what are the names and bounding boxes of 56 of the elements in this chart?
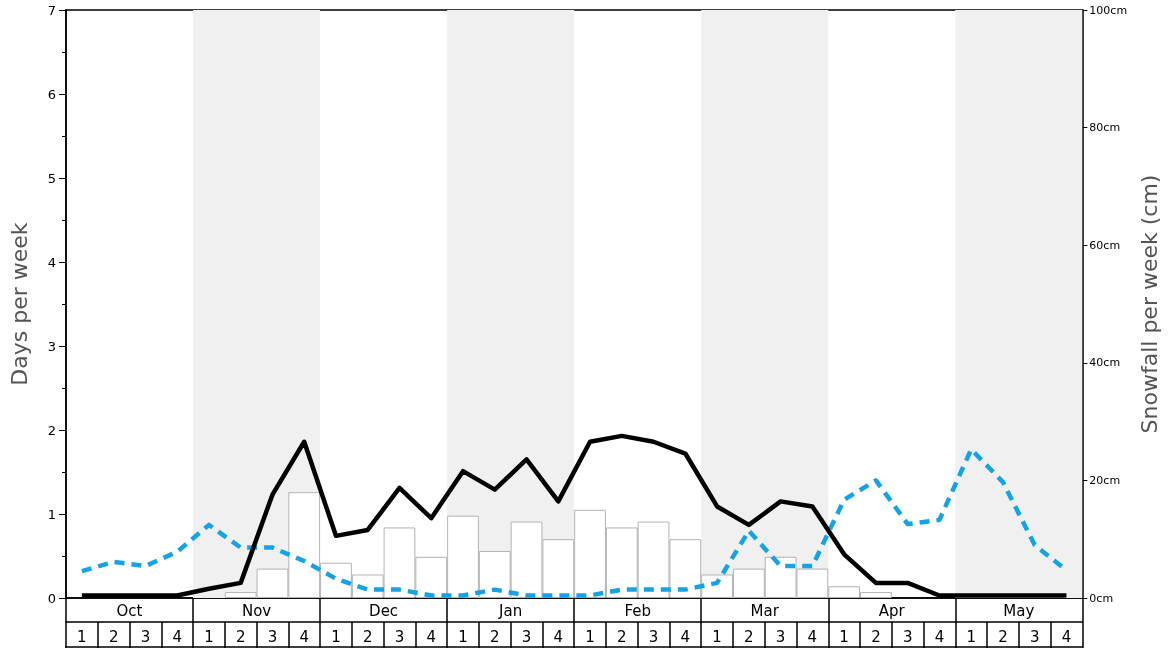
x-tick-label: 3 [394, 627, 405, 646]
x-tick-label: 4 [680, 627, 691, 646]
text: Oct [116, 601, 143, 620]
x-tick-label: 4 [172, 627, 182, 646]
x-tick-label: 4 [426, 627, 437, 646]
text: Mar [750, 601, 780, 620]
text: Feb [624, 601, 651, 620]
text: Dec [369, 601, 399, 620]
y2-tick-label: 20cm [1089, 473, 1121, 487]
x-tick-label: 4 [807, 627, 818, 646]
x-tick-label: 4 [1061, 627, 1072, 646]
text: May [1003, 601, 1035, 620]
x-tick-label: 1 [204, 627, 214, 646]
y2-tick-label: 80cm [1089, 121, 1121, 135]
x-tick-label: 3 [267, 627, 278, 646]
x-tick-label: 1 [712, 627, 722, 646]
y-tick-label: 2 [47, 422, 56, 438]
y-tick-label: 1 [47, 506, 56, 522]
y2-tick-label: 100cm [1089, 3, 1128, 17]
y2-tick-label: 40cm [1089, 356, 1121, 370]
y-tick-label: 5 [47, 170, 56, 186]
x-tick-label: 3 [1029, 627, 1040, 646]
x-tick-label: 1 [458, 627, 468, 646]
y2-tick-label: 60cm [1089, 238, 1121, 252]
x-tick-label: 3 [648, 627, 659, 646]
y-tick-label: 4 [47, 254, 56, 270]
x-tick-label: 2 [998, 627, 1008, 646]
x-tick-label: 1 [966, 627, 976, 646]
x-tick-label: 3 [140, 627, 151, 646]
y-tick-label: 0 [47, 590, 56, 606]
x-tick-label: 2 [871, 627, 881, 646]
x-tick-label: 2 [617, 627, 627, 646]
y2-tick-label: 0cm [1089, 591, 1114, 605]
x-tick-label: 1 [77, 627, 87, 646]
text: Apr [878, 601, 906, 620]
x-tick-label: 2 [108, 627, 119, 646]
x-tick-label: 1 [585, 627, 595, 646]
x-tick-label: 1 [839, 627, 849, 646]
x-tick-label: 2 [362, 627, 373, 646]
x-tick-label: 4 [299, 627, 309, 646]
text: Nov [241, 601, 272, 620]
x-tick-label: 1 [331, 627, 341, 646]
text: Jan [498, 601, 523, 620]
y-tick-label: 6 [47, 86, 56, 102]
y-tick-label: 3 [47, 338, 56, 354]
x-tick-label: 3 [521, 627, 532, 646]
y2-axis-title: Snowfall per week (cm) [1136, 174, 1162, 434]
x-tick-label: 2 [235, 627, 246, 646]
x-tick-label: 2 [744, 627, 754, 646]
y-tick-label: 7 [47, 2, 56, 18]
x-tick-label: 3 [775, 627, 786, 646]
y-axis-title: Days per week [6, 222, 32, 386]
x-tick-label: 2 [490, 627, 500, 646]
x-tick-label: 4 [553, 627, 564, 646]
x-tick-label: 3 [902, 627, 913, 646]
x-tick-label: 4 [934, 627, 945, 646]
